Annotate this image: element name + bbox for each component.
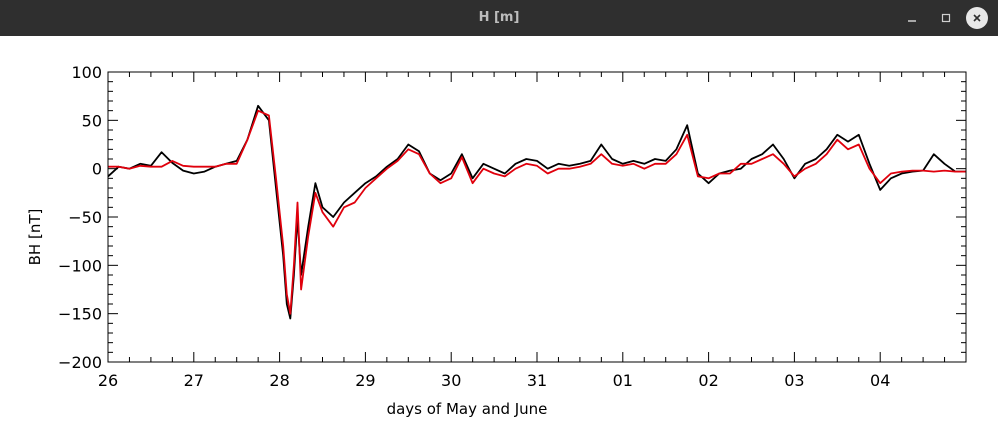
y-tick-label: 100 [71,63,102,82]
y-tick-label: 50 [82,111,102,130]
y-tick-label: −150 [58,305,102,324]
maximize-button[interactable] [935,7,957,29]
x-tick-label: 02 [698,371,718,390]
minimize-button[interactable] [901,7,923,29]
x-tick-label: 28 [269,371,289,390]
y-tick-label: −100 [58,256,102,275]
plot-area: 100 50 0 −50 −100 −150 −200 26 27 28 29 30 31 01 02 03… [0,36,998,433]
y-axis: 100 50 0 −50 −100 −150 −200 [58,63,966,372]
y-tick-label: 0 [92,160,102,179]
plot-frame [107,71,967,363]
x-tick-label: 31 [527,371,547,390]
x-tick-label: 04 [870,371,890,390]
x-axis: 26 27 28 29 30 31 01 02 03 04 [98,72,967,390]
series-lines [107,104,966,320]
series-line-1 [107,104,966,320]
y-tick-label: −200 [58,353,102,372]
x-tick-label: 26 [98,371,118,390]
x-tick-label: 01 [613,371,633,390]
close-button[interactable] [966,7,988,29]
x-tick-label: 03 [784,371,804,390]
window-title: H [m] [478,10,520,25]
window-titlebar[interactable]: H [m] [0,0,998,36]
y-tick-label: −50 [68,208,102,227]
series-line-2 [108,109,966,315]
bh-line-chart: 100 50 0 −50 −100 −150 −200 26 27 28 29 30 31 01 02 03… [26,63,967,418]
y-axis-label: BH [nT] [26,209,44,266]
maximize-icon [941,13,951,23]
x-axis-label: days of May and June [387,400,548,418]
x-tick-label: 27 [184,371,204,390]
minimize-icon [908,20,916,22]
x-tick-label: 29 [355,371,375,390]
x-tick-label: 30 [441,371,461,390]
close-icon [973,14,981,22]
